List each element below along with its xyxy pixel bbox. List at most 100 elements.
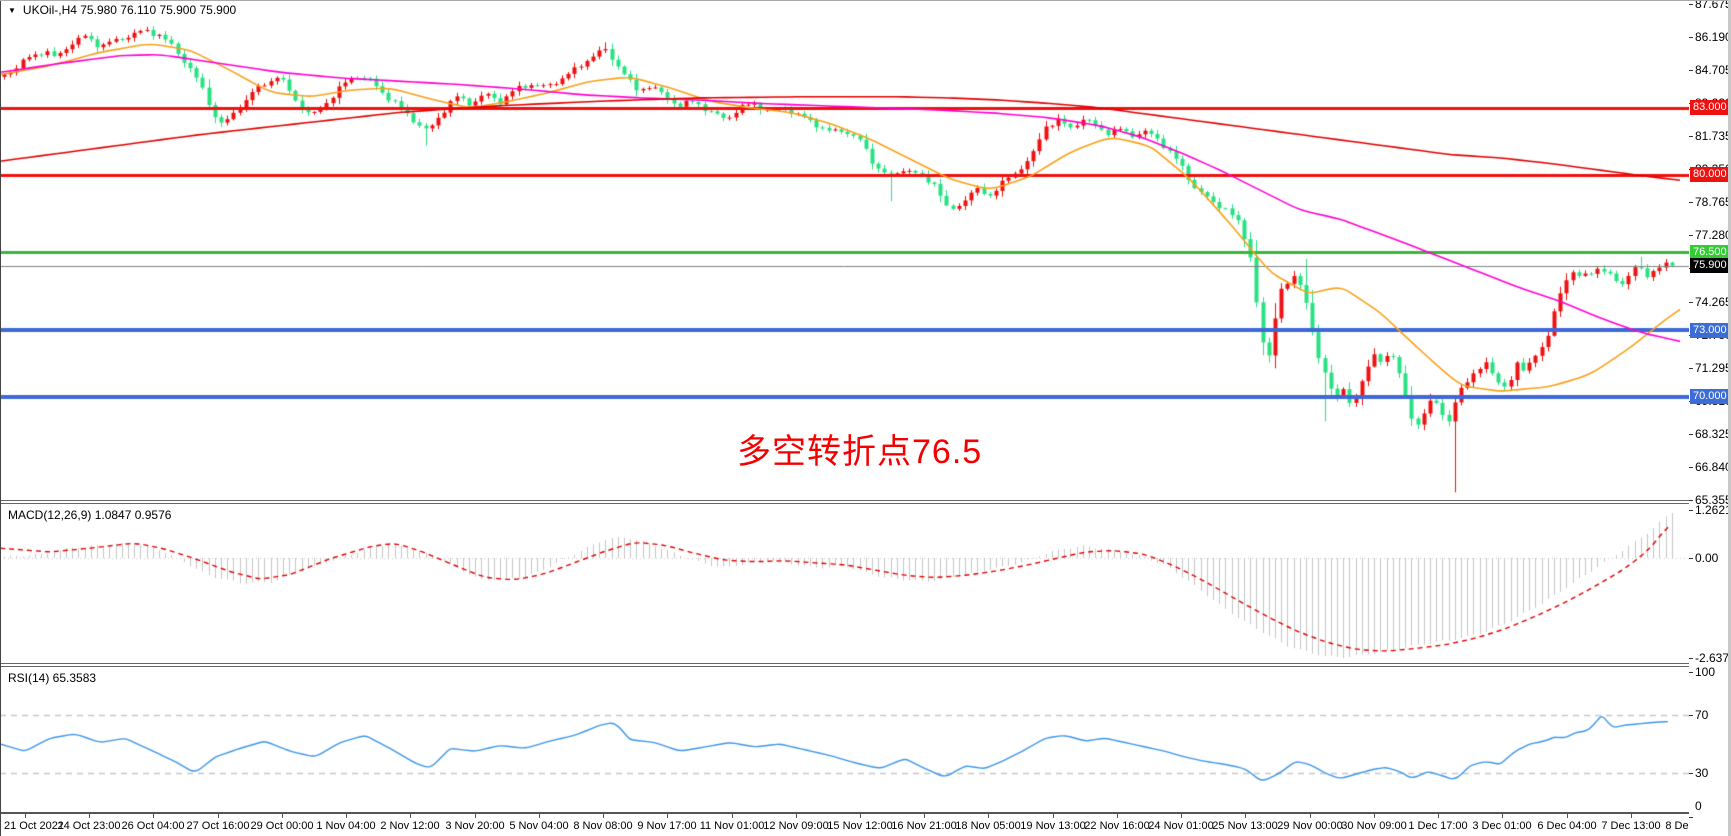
- time-tick-label: 1 Dec 17:00: [1408, 820, 1468, 832]
- time-tick-label: 6 Dec 04:00: [1537, 820, 1597, 832]
- axis-tick-mark: [1689, 202, 1693, 203]
- window-edge: [0, 0, 1, 836]
- time-tick-label: 18 Nov 05:00: [955, 820, 1021, 832]
- panel-separator: [0, 500, 1689, 501]
- price-tick-label: 78.765: [1695, 195, 1731, 209]
- price-tick-label: 65.355: [1695, 493, 1731, 507]
- time-tick-label: 15 Nov 12:00: [827, 820, 893, 832]
- macd-tick-label: 0.00: [1695, 551, 1719, 565]
- price-tick-label: 81.735: [1695, 129, 1731, 143]
- price-tick-label: 87.675: [1695, 0, 1731, 11]
- price-axis[interactable]: [1689, 0, 1731, 836]
- axis-tick-mark: [1689, 136, 1693, 137]
- time-tick-mark: [282, 814, 283, 818]
- axis-tick-mark: [1689, 4, 1693, 5]
- time-tick-mark: [89, 814, 90, 818]
- time-tick-mark: [1567, 814, 1568, 818]
- window-edge: [0, 0, 1731, 1]
- time-tick-mark: [1438, 814, 1439, 818]
- price-tick-label: 84.705: [1695, 63, 1731, 77]
- macd-tick-label: 1.2621: [1695, 503, 1731, 517]
- time-tick-mark: [1181, 814, 1182, 818]
- time-tick-label: 16 Nov 21:00: [891, 820, 957, 832]
- macd-indicator-label: MACD(12,26,9) 1.0847 0.9576: [8, 508, 172, 522]
- price-tick-label: 86.190: [1695, 30, 1731, 44]
- symbol-dropdown-icon[interactable]: ▼: [8, 6, 16, 15]
- panel-separator: [0, 666, 1689, 667]
- time-tick-mark: [603, 814, 604, 818]
- time-tick-mark: [1117, 814, 1118, 818]
- rsi-chart-canvas[interactable]: [0, 667, 1689, 812]
- time-tick-label: 3 Nov 20:00: [445, 820, 505, 832]
- axis-tick-mark: [1689, 715, 1693, 716]
- price-line-badge: 70.000: [1690, 389, 1730, 404]
- price-tick-label: 68.325: [1695, 427, 1731, 441]
- axis-tick-mark: [1689, 37, 1693, 38]
- time-tick-label: 29 Nov 00:00: [1277, 820, 1343, 832]
- time-tick-label: 11 Nov 01:00: [699, 820, 765, 832]
- time-tick-label: 3 Dec 01:00: [1472, 820, 1532, 832]
- main-chart-canvas[interactable]: [0, 0, 1689, 502]
- rsi-tick-label: 30: [1695, 766, 1709, 780]
- time-tick-label: 29 Oct 00:00: [250, 820, 314, 832]
- axis-tick-mark: [1689, 500, 1693, 501]
- axis-tick-mark: [1689, 510, 1693, 511]
- rsi-tick-label: 70: [1695, 708, 1709, 722]
- time-tick-label: 12 Nov 09:00: [763, 820, 829, 832]
- rsi-tick-label: 0: [1695, 799, 1702, 813]
- price-line-badge: 76.500: [1690, 245, 1730, 260]
- price-tick-label: 66.840: [1695, 460, 1731, 474]
- price-tick-label: 74.265: [1695, 295, 1731, 309]
- time-tick-label: 21 Oct 2021: [4, 820, 64, 832]
- axis-tick-mark: [1689, 235, 1693, 236]
- time-tick-mark: [732, 814, 733, 818]
- panel-separator: [0, 663, 1689, 664]
- time-tick-label: 27 Oct 16:00: [186, 820, 250, 832]
- time-tick-mark: [346, 814, 347, 818]
- time-tick-label: 5 Nov 04:00: [509, 820, 569, 832]
- window-edge: [1728, 0, 1731, 836]
- time-tick-mark: [1245, 814, 1246, 818]
- macd-chart-canvas[interactable]: [0, 504, 1689, 663]
- time-tick-mark: [1502, 814, 1503, 818]
- axis-tick-mark: [1689, 467, 1693, 468]
- time-tick-label: 9 Nov 17:00: [637, 820, 697, 832]
- axis-tick-mark: [1689, 302, 1693, 303]
- time-tick-mark: [539, 814, 540, 818]
- time-tick-label: 19 Nov 13:00: [1020, 820, 1086, 832]
- time-tick-mark: [475, 814, 476, 818]
- time-tick-label: 24 Oct 23:00: [57, 820, 121, 832]
- time-tick-mark: [796, 814, 797, 818]
- axis-tick-mark: [1689, 558, 1693, 559]
- rsi-indicator-label: RSI(14) 65.3583: [8, 671, 97, 685]
- price-line-badge: 73.000: [1690, 323, 1730, 338]
- time-tick-label: 25 Nov 13:00: [1212, 820, 1278, 832]
- price-tick-label: 71.295: [1695, 361, 1731, 375]
- time-tick-mark: [410, 814, 411, 818]
- axis-tick-mark: [1689, 658, 1693, 659]
- axis-tick-mark: [1689, 817, 1693, 818]
- time-tick-label: 2 Nov 12:00: [380, 820, 440, 832]
- time-tick-label: 24 Nov 01:00: [1148, 820, 1214, 832]
- time-tick-label: 22 Nov 16:00: [1084, 820, 1150, 832]
- price-line-badge: 80.000: [1690, 167, 1730, 182]
- time-tick-mark: [860, 814, 861, 818]
- time-tick-label: 1 Nov 04:00: [316, 820, 376, 832]
- time-tick-mark: [1631, 814, 1632, 818]
- time-tick-mark: [667, 814, 668, 818]
- rsi-tick-label: 100: [1695, 665, 1716, 679]
- chart-annotation-text[interactable]: 多空转折点76.5: [737, 433, 983, 471]
- symbol-ohlc-title: UKOil-,H4 75.980 76.110 75.900 75.900: [22, 3, 237, 17]
- price-line-badge: 83.000: [1690, 100, 1730, 115]
- time-tick-mark: [924, 814, 925, 818]
- time-tick-mark: [1053, 814, 1054, 818]
- time-tick-mark: [988, 814, 989, 818]
- axis-tick-mark: [1689, 773, 1693, 774]
- price-tick-label: 77.280: [1695, 228, 1731, 242]
- time-axis[interactable]: 21 Oct 2021 24 Oct 23:00 26 Oct 04:00 27 Oc…: [0, 812, 1731, 836]
- time-tick-mark: [153, 814, 154, 818]
- axis-tick-mark: [1689, 70, 1693, 71]
- axis-tick-mark: [1689, 434, 1693, 435]
